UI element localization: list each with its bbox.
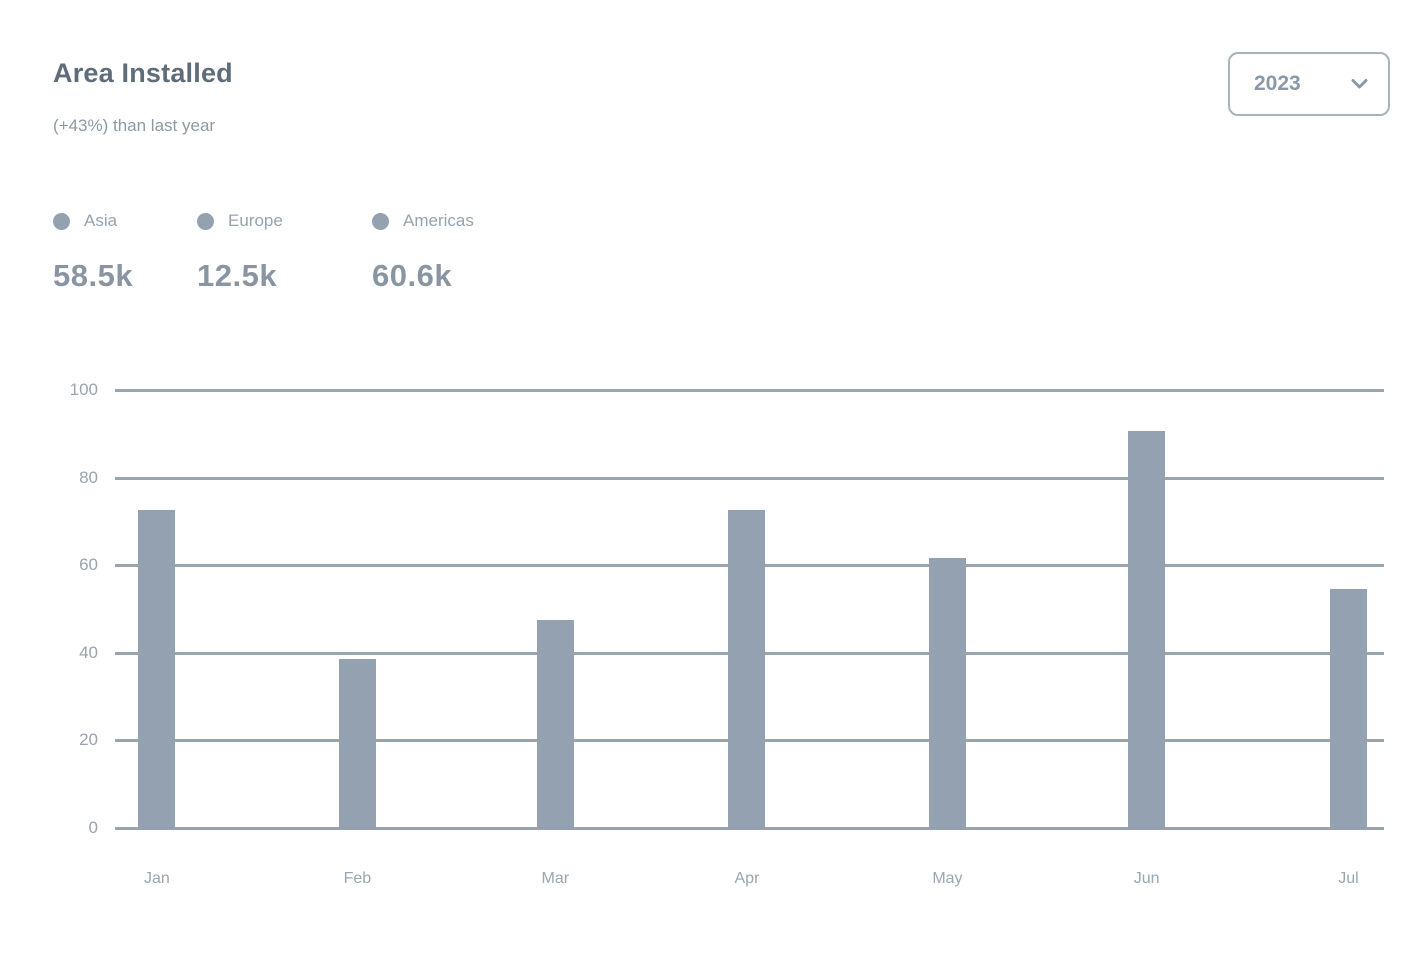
legend-dot-icon (372, 212, 389, 230)
x-axis-label-jul: Jul (1338, 870, 1359, 887)
x-axis-label-may: May (932, 870, 963, 887)
bar-chart-plot-area (115, 389, 1384, 830)
x-axis-label-jan: Jan (143, 870, 170, 887)
legend-item: Europe 12.5k (197, 208, 283, 294)
gridline (115, 389, 1384, 392)
y-axis-tick-label: 80 (79, 467, 98, 487)
legend-dot-icon (53, 212, 70, 230)
legend-item: Asia 58.5k (53, 208, 133, 294)
chart-bar-feb (338, 659, 376, 830)
y-axis-tick-label: 60 (79, 555, 98, 575)
x-axis-label-apr: Apr (734, 870, 760, 887)
chart-bar-apr (728, 510, 766, 830)
gridline (115, 476, 1384, 480)
x-axis-label-feb: Feb (343, 870, 372, 887)
y-axis-tick-label: 20 (79, 730, 98, 750)
chart-bar-jan (138, 510, 176, 830)
y-axis-tick-label: 0 (88, 818, 98, 837)
legend-total-value: 60.6k (372, 258, 453, 293)
page-subtitle: (+43%) than last year (53, 116, 216, 135)
chart-bar-may (928, 558, 966, 830)
year-select-value: 2023 (1254, 72, 1301, 95)
chart-bar-jul (1329, 589, 1367, 830)
legend-label: Asia (84, 211, 118, 230)
y-axis-tick-label: 40 (79, 642, 98, 662)
x-axis-label-mar: Mar (541, 870, 570, 887)
year-select-dropdown[interactable]: 2023 (1228, 52, 1390, 116)
y-axis-tick-label: 100 (69, 380, 98, 399)
legend-label: Americas (403, 211, 474, 230)
chevron-down-icon (1351, 78, 1368, 90)
legend-label: Europe (228, 211, 283, 230)
legend-item: Americas 60.6k (372, 208, 474, 294)
x-axis-label-jun: Jun (1133, 870, 1160, 887)
legend-total-value: 12.5k (197, 258, 278, 293)
chart-bar-jun (1128, 431, 1166, 830)
chart-bar-mar (536, 619, 574, 830)
legend-total-value: 58.5k (53, 258, 134, 293)
page-title: Area Installed (53, 58, 233, 88)
legend-dot-icon (197, 212, 214, 230)
